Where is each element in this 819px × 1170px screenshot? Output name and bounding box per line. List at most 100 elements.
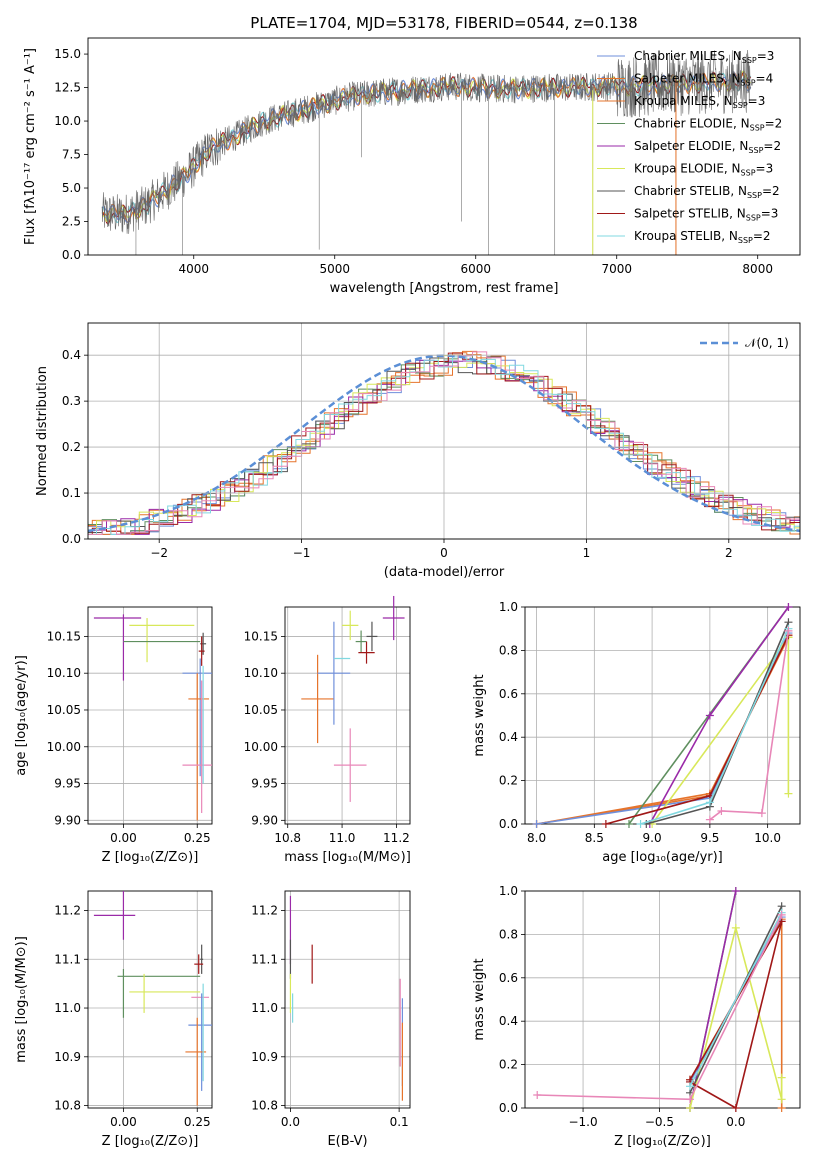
legend-entry: Salpeter STELIB, NSSP=3 — [634, 207, 778, 223]
y-tick-label: 11.0 — [251, 1001, 278, 1015]
y-tick-label: 11.2 — [251, 904, 278, 918]
plot-frame — [87, 37, 801, 256]
y-axis-label: Normed distribution — [35, 366, 50, 496]
x-tick-label: 0 — [440, 546, 448, 560]
errorbar-point — [382, 595, 405, 641]
errorbar-point — [194, 954, 204, 974]
x-tick-label: 0.00 — [110, 1115, 137, 1129]
x-tick-label: 9.0 — [643, 831, 662, 845]
y-axis-label: mass weight — [472, 674, 487, 756]
x-tick-label: 9.5 — [700, 831, 719, 845]
legend-text: Chabrier STELIB, N — [634, 184, 747, 198]
plot-frame — [524, 606, 801, 825]
weight-vs-metallicity-panel: −1.0 −0.5 0.0 0.0 0.2 0.4 0.6 0.8 1.0 Z [log₁₀(Z/… — [472, 884, 801, 1149]
legend-suffix: =3 — [761, 207, 779, 221]
legend-entry: Chabrier MILES, NSSP=3 — [634, 49, 774, 65]
series-lines — [532, 603, 793, 828]
weight-marker — [717, 806, 726, 815]
legend-text: Salpeter STELIB, N — [634, 207, 746, 221]
y-tick-label: 0.6 — [499, 687, 518, 701]
errorbar-point — [358, 641, 375, 664]
y-axis-label: mass [log₁₀(M/M⊙)] — [14, 936, 29, 1063]
weight-marker — [532, 820, 541, 828]
y-tick-label: 5.0 — [62, 181, 81, 195]
y-tick-label: 0.3 — [62, 394, 81, 408]
legend-suffix: =3 — [757, 49, 775, 63]
age-vs-mass-panel: 10.8 11.0 11.2 9.90 9.95 10.00 10.05 10.10 10.15… — [244, 595, 411, 865]
y-tick-label: 15.0 — [54, 47, 81, 61]
legend-entry: Kroupa ELODIE, NSSP=3 — [634, 162, 773, 178]
x-axis-label: Z [log₁₀(Z/Z⊙)] — [102, 1134, 199, 1149]
legend-sub: SSP — [746, 214, 761, 223]
residuals-panel: −2 −1 0 1 2 0.0 0.1 0.2 0.3 0.4 (data-model)/error… — [35, 322, 801, 580]
y-tick-label: 10.8 — [251, 1099, 278, 1113]
spectrum-lines — [101, 49, 752, 255]
weight-marker — [705, 711, 714, 720]
x-tick-label: −1.0 — [568, 1115, 597, 1129]
x-tick-label: −2 — [150, 546, 168, 560]
legend-sub: SSP — [738, 236, 753, 245]
y-tick-label: 0.4 — [62, 348, 81, 362]
y-tick-label: 0.2 — [499, 1058, 518, 1072]
x-tick-label: 11.0 — [329, 831, 356, 845]
legend-sub: SSP — [733, 101, 748, 110]
x-tick-label: 0.1 — [390, 1115, 409, 1129]
y-tick-label: 9.90 — [54, 813, 81, 827]
errorbars — [93, 891, 212, 1106]
y-tick-label: 0.0 — [62, 532, 81, 546]
weight-marker — [784, 603, 793, 611]
y-tick-label: 0.0 — [499, 817, 518, 831]
legend-text: Kroupa ELODIE, N — [634, 162, 741, 176]
y-tick-label: 10.0 — [54, 114, 81, 128]
y-tick-label: 10.05 — [47, 703, 81, 717]
y-tick-label: 10.10 — [47, 666, 81, 680]
chart-title: PLATE=1704, MJD=53178, FIBERID=0544, z=0… — [250, 14, 637, 32]
legend-text: Kroupa STELIB, N — [634, 229, 738, 243]
legend-suffix: =3 — [748, 94, 766, 108]
x-tick-label: −1 — [293, 546, 311, 560]
y-tick-label: 0.1 — [62, 486, 81, 500]
errorbars — [289, 895, 403, 1101]
data-line — [101, 49, 751, 234]
x-tick-label: 6000 — [460, 262, 491, 276]
legend-entry: 𝒩(0, 1) — [745, 336, 789, 350]
y-tick-label: 10.00 — [244, 740, 278, 754]
weight-marker — [731, 887, 740, 895]
spectrum-panel: 4000 5000 6000 7000 8000 0.0 2.5 5.0 7.5 10.0 12.5… — [23, 14, 801, 296]
x-tick-label: 0.00 — [110, 831, 137, 845]
y-tick-label: 0.0 — [499, 1101, 518, 1115]
y-tick-label: 11.0 — [54, 1001, 81, 1015]
histograms — [88, 350, 800, 535]
errorbar-point — [301, 654, 334, 744]
legend-entry: Chabrier ELODIE, NSSP=2 — [634, 117, 782, 133]
x-tick-label: 10.0 — [754, 831, 781, 845]
y-tick-label: 9.95 — [54, 777, 81, 791]
errorbar-point — [342, 610, 359, 641]
legend: 𝒩(0, 1) — [700, 336, 789, 350]
legend-text: Salpeter ELODIE, N — [634, 139, 748, 153]
y-tick-label: 10.15 — [47, 629, 81, 643]
weight-line — [709, 630, 790, 821]
legend-text: Kroupa MILES, N — [634, 94, 733, 108]
x-tick-label: 11.2 — [383, 831, 410, 845]
legend-suffix: =3 — [756, 162, 774, 176]
legend-sub: SSP — [748, 146, 763, 155]
age-vs-metallicity-panel: 0.00 0.25 9.90 9.95 10.00 10.05 10.10 10.15 Z [l… — [14, 606, 213, 865]
weight-marker — [757, 809, 766, 818]
errorbar-point — [366, 621, 378, 652]
weight-marker — [624, 820, 633, 828]
y-tick-label: 0.2 — [499, 774, 518, 788]
errorbar-point — [355, 630, 367, 653]
x-axis-label: Z [log₁₀(Z/Z⊙)] — [102, 850, 199, 865]
weight-marker — [731, 923, 740, 932]
weight-marker — [777, 1104, 786, 1112]
legend-text: Salpeter MILES, N — [634, 72, 741, 86]
weight-marker — [731, 1104, 740, 1112]
legend-sub: SSP — [741, 79, 756, 88]
y-tick-label: 0.8 — [499, 927, 518, 941]
x-tick-label: 5000 — [319, 262, 350, 276]
plot-frame — [87, 890, 213, 1109]
legend-text: Chabrier ELODIE, N — [634, 117, 750, 131]
weight-line — [646, 621, 790, 825]
